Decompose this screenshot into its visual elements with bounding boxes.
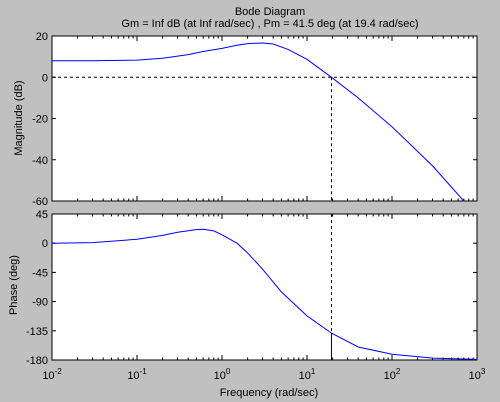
x-tick-label: 10-1	[127, 367, 147, 382]
phase-y-tick-label: -180	[26, 355, 48, 367]
x-tick-label: 101	[299, 367, 316, 382]
phase-y-tick-label: -90	[32, 297, 48, 309]
phase-axis-label: Phase (deg)	[8, 255, 20, 315]
magnitude-y-tick-label: 20	[36, 31, 48, 43]
x-axis-label: Frequency (rad/sec)	[220, 387, 318, 399]
frequency-axis: 10-2 10-1 100 101 102 103	[42, 367, 486, 382]
phase-axes-box	[51, 213, 478, 361]
x-tick-label: 10-2	[42, 367, 62, 382]
chart-title: Bode Diagram	[235, 6, 305, 18]
magnitude-axis-label: Magnitude (dB)	[13, 80, 25, 155]
magnitude-y-tick-label: -40	[32, 155, 48, 167]
x-tick-label: 100	[214, 367, 231, 382]
x-tick-label: 103	[469, 367, 486, 382]
magnitude-axes-box	[51, 35, 478, 202]
phase-y-tick-label: 45	[36, 209, 48, 221]
magnitude-plot: 20 0 -20 -40 -60	[32, 31, 478, 208]
phase-plot: 45 0 -45 -90 -135 -180	[26, 209, 478, 367]
magnitude-y-tick-label: 0	[42, 72, 48, 84]
magnitude-curve	[52, 42, 465, 201]
phase-y-tick-label: -135	[26, 326, 48, 338]
magnitude-y-tick-label: -60	[32, 196, 48, 208]
x-tick-label: 102	[384, 367, 401, 382]
phase-y-tick-label: 0	[42, 238, 48, 250]
phase-y-tick-label: -45	[32, 267, 48, 279]
chart-subtitle: Gm = Inf dB (at Inf rad/sec) , Pm = 41.5…	[121, 18, 418, 30]
phase-curve	[52, 228, 477, 360]
magnitude-y-tick-label: -20	[32, 114, 48, 126]
